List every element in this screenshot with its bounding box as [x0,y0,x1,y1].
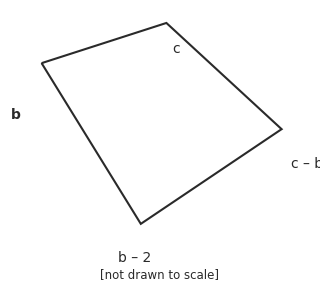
Text: b: b [11,108,21,122]
Text: [not drawn to scale]: [not drawn to scale] [100,268,220,281]
Text: c – b: c – b [291,157,320,170]
Text: b – 2: b – 2 [118,251,151,265]
Text: c: c [172,42,180,56]
